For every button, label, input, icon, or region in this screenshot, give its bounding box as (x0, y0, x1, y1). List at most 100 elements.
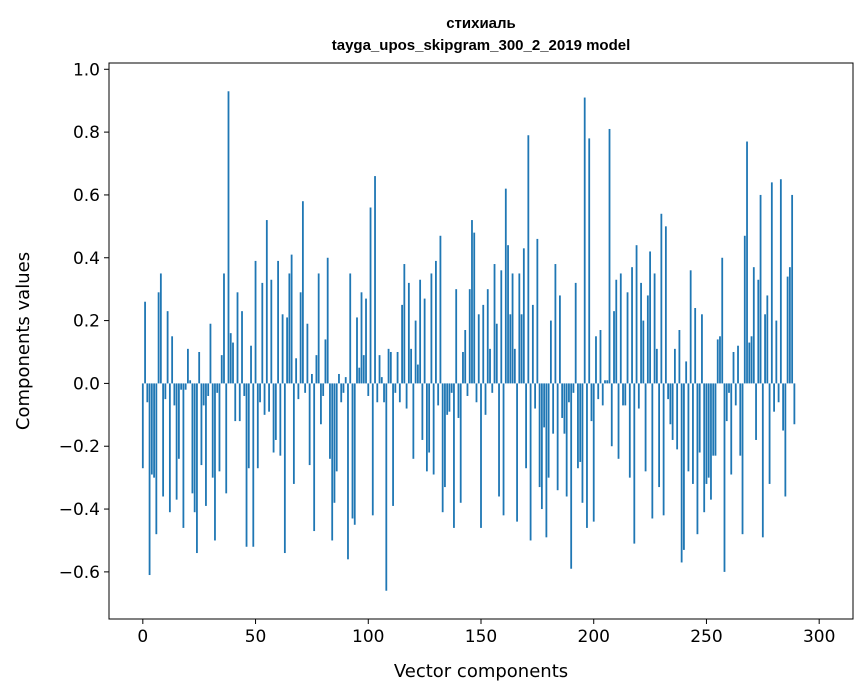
bar-264 (737, 345, 739, 384)
bar-242 (687, 383, 690, 472)
bar-289 (793, 383, 796, 425)
bar-278 (768, 383, 771, 484)
bar-217 (631, 267, 633, 384)
bar-276 (764, 314, 766, 384)
bar-277 (766, 295, 769, 384)
bar-205 (604, 380, 606, 384)
bar-231 (662, 383, 665, 516)
bar-8 (159, 273, 162, 384)
bar-169 (522, 248, 525, 384)
bar-185 (559, 295, 561, 384)
bar-103 (374, 176, 376, 384)
bar-193 (577, 383, 579, 469)
bar-78 (317, 273, 320, 384)
bar-269 (748, 342, 751, 384)
bar-71 (301, 201, 304, 384)
bar-263 (734, 383, 737, 406)
bar-88 (340, 383, 343, 403)
y-tick-label: 0.4 (73, 249, 100, 269)
bar-253 (712, 383, 715, 456)
bar-84 (331, 383, 334, 541)
x-tick-label: 150 (465, 627, 497, 647)
bar-122 (416, 364, 419, 384)
bar-35 (220, 355, 223, 384)
bar-250 (705, 383, 708, 484)
bar-80 (322, 383, 325, 396)
bar-228 (655, 348, 658, 384)
bar-119 (410, 348, 413, 384)
bar-268 (746, 141, 748, 384)
bar-4 (150, 383, 153, 475)
bar-212 (619, 273, 622, 384)
bar-34 (218, 383, 221, 472)
bar-232 (664, 226, 667, 384)
bar-26 (200, 383, 203, 466)
bar-123 (419, 279, 422, 384)
bar-40 (232, 342, 234, 384)
bar-63 (283, 383, 286, 554)
y-tick-label: 0.0 (73, 374, 100, 394)
bar-13 (171, 336, 174, 384)
bar-133 (441, 383, 444, 513)
bar-249 (703, 383, 706, 513)
y-tick-label: 1.0 (73, 60, 100, 80)
bar-9 (162, 383, 165, 497)
bar-284 (782, 383, 785, 431)
bar-44 (241, 311, 243, 384)
bar-180 (547, 383, 550, 478)
bar-256 (719, 336, 721, 384)
bar-238 (678, 330, 681, 384)
y-tick-label: 0.6 (73, 186, 100, 206)
bar-186 (561, 383, 564, 418)
bar-214 (624, 383, 627, 406)
bar-24 (196, 383, 198, 554)
bar-206 (606, 380, 609, 384)
bar-184 (556, 383, 559, 491)
bar-252 (710, 383, 712, 500)
bar-150 (480, 383, 482, 528)
bar-170 (525, 383, 527, 469)
bar-68 (295, 358, 298, 384)
bar-114 (398, 383, 401, 403)
bar-287 (788, 267, 791, 384)
bar-262 (732, 351, 735, 384)
bar-177 (540, 383, 543, 510)
bar-116 (403, 264, 406, 384)
bar-279 (770, 182, 773, 384)
bar-89 (342, 383, 345, 393)
bar-267 (743, 235, 746, 384)
bar-109 (387, 348, 390, 384)
bar-179 (545, 383, 548, 538)
bar-275 (761, 383, 764, 538)
bar-283 (779, 179, 782, 384)
bar-192 (574, 282, 577, 384)
bar-149 (477, 314, 480, 384)
bar-270 (750, 336, 753, 384)
bar-222 (642, 320, 645, 384)
bar-227 (653, 273, 656, 384)
bar-69 (297, 383, 300, 400)
bar-282 (777, 383, 780, 403)
bar-218 (633, 383, 636, 544)
bar-104 (376, 383, 379, 403)
bar-110 (389, 351, 392, 384)
bar-23 (193, 383, 196, 513)
bar-172 (529, 383, 532, 541)
bar-162 (507, 245, 509, 384)
bar-82 (326, 257, 329, 384)
x-tick-label: 250 (690, 627, 722, 647)
bar-151 (482, 304, 485, 384)
bar-21 (189, 380, 192, 384)
bar-272 (755, 383, 757, 440)
bar-101 (369, 207, 372, 384)
bar-142 (462, 351, 464, 384)
bar-96 (358, 367, 361, 384)
bar-20 (187, 348, 189, 384)
bar-258 (723, 383, 726, 572)
bar-182 (552, 383, 555, 434)
bar-161 (504, 188, 507, 384)
bar-76 (313, 383, 316, 532)
bar-139 (455, 289, 458, 384)
bar-144 (466, 383, 469, 396)
bar-38 (227, 91, 230, 384)
